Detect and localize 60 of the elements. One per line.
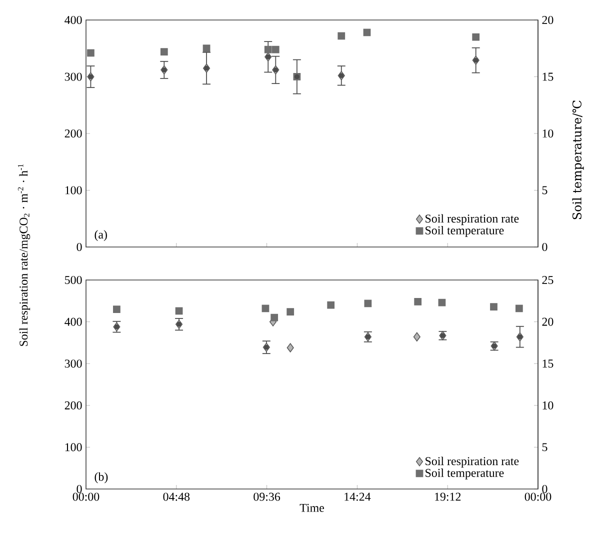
y2-tick-label: 5	[542, 443, 548, 452]
point	[414, 298, 422, 306]
point	[272, 65, 280, 75]
y-tick-label: 300	[64, 360, 82, 368]
point	[327, 301, 335, 309]
annotation: (b)	[94, 472, 108, 484]
y-tick-label: 100	[65, 186, 82, 194]
x-tick-label: 19:12	[435, 492, 461, 501]
y-axis-title: Soil respiration rate/mgCO$_{2}$ · m$^{-2}$ · h$^{-1}$	[18, 164, 30, 346]
point	[338, 32, 346, 40]
y2-tick-label: 20	[542, 16, 554, 24]
point	[364, 300, 372, 308]
point	[286, 343, 294, 352]
point	[87, 49, 94, 57]
y-tick-label: 100	[65, 443, 82, 452]
y2-tick-label: 10	[542, 129, 554, 138]
y2-axis-title: Soil temperature/℃	[572, 100, 584, 220]
point	[113, 306, 120, 313]
y2-tick-label: 20	[542, 318, 554, 326]
y2-tick-label: 0	[542, 484, 548, 494]
point	[490, 303, 498, 310]
y-tick-label: 200	[64, 129, 82, 138]
y2-tick-label: 0	[542, 242, 548, 252]
y2-tick-label: 25	[542, 276, 554, 284]
legend-label: Soil respiration rate	[426, 456, 519, 468]
y-tick-label: 0	[76, 484, 82, 494]
y-tick-label: 0	[76, 242, 82, 252]
x-tick-label: 09:36	[254, 492, 280, 501]
y-tick-label: 400	[64, 318, 82, 326]
x-tick-label: 00:00	[524, 492, 552, 501]
y2-tick-label: 5	[542, 186, 548, 194]
y-tick-label: 200	[64, 401, 82, 410]
point	[262, 304, 270, 312]
legend-label: Soil temperature	[426, 468, 504, 480]
y2-tick-label: 15	[542, 360, 554, 368]
point	[286, 308, 294, 316]
x-tick-label: 14:24	[344, 492, 371, 501]
y2-tick-label: 15	[542, 72, 554, 81]
point	[175, 307, 183, 315]
point	[438, 298, 446, 306]
point	[515, 304, 523, 312]
point	[160, 65, 168, 75]
point	[472, 33, 480, 41]
annotation: (a)	[94, 230, 107, 242]
y-tick-label: 500	[65, 276, 82, 284]
y-tick-label: 300	[64, 72, 82, 81]
x-tick-label: 04:48	[163, 492, 190, 501]
x-tick-label: 00:00	[72, 492, 100, 501]
y2-tick-label: 10	[542, 401, 554, 410]
point	[270, 314, 278, 322]
y-tick-label: 400	[64, 16, 82, 24]
point	[363, 28, 371, 36]
point	[264, 46, 272, 54]
legend-label: Soil temperature	[426, 226, 504, 237]
point	[413, 332, 420, 342]
x-axis-title: Time	[300, 504, 324, 512]
legend-label: Soil respiration rate	[426, 214, 519, 226]
point	[202, 44, 210, 52]
point	[272, 46, 280, 54]
point	[160, 48, 168, 56]
